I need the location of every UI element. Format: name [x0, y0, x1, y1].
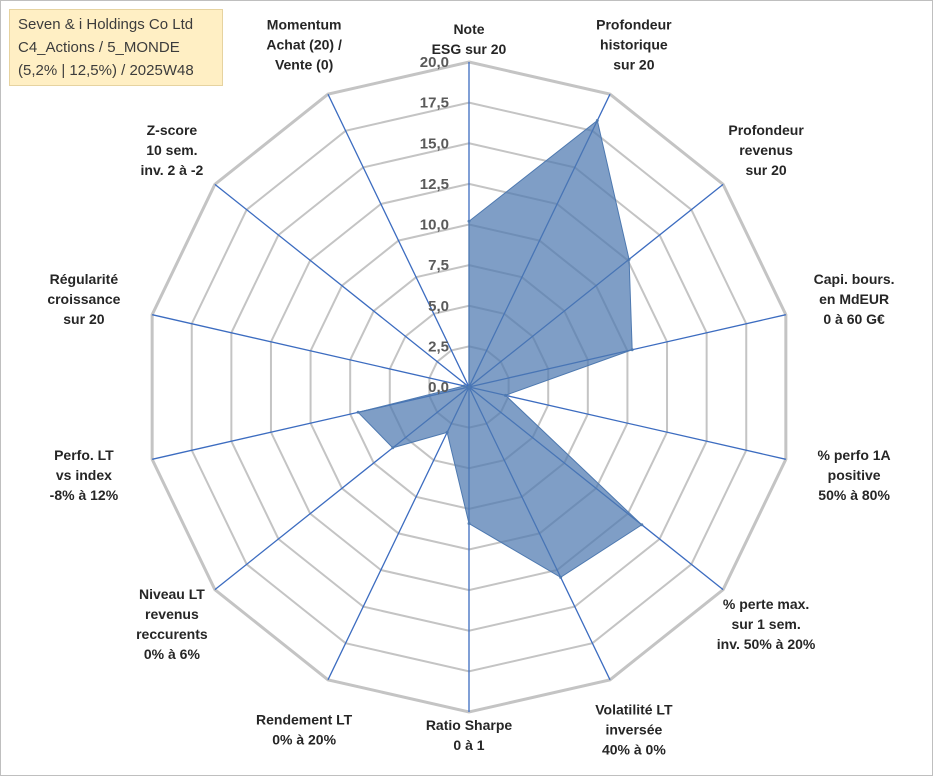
data-point [630, 348, 634, 352]
axis-label-line: 0 à 60 G€ [823, 311, 885, 327]
data-point [503, 393, 507, 397]
axis-spoke [327, 386, 470, 681]
axis-label-line: Capi. bours. [814, 271, 895, 287]
axis-label-line: Z-score [147, 122, 198, 138]
axis-label-line: Niveau LT [139, 586, 205, 602]
axis-label: Note ESG sur 20 [432, 21, 507, 57]
series-area [357, 119, 643, 578]
axis-label-line: sur 1 sem. [731, 616, 800, 632]
axis-label-line: Momentum [267, 17, 342, 33]
axis-label-line: 50% à 80% [818, 487, 890, 503]
axis-label-line: historique [600, 37, 668, 53]
tick-label: 0,0 [428, 379, 449, 396]
axis-label-line: revenus [739, 142, 793, 158]
axis-label: Rendement LT 0% à 20% [256, 711, 353, 747]
axis-label-line: inv. 50% à 20% [717, 636, 816, 652]
data-point [467, 522, 471, 525]
axis-label: % perte max. sur 1 sem. inv. 50% à 20% [717, 596, 816, 652]
data-point [467, 385, 471, 389]
info-box: Seven & i Holdings Co Ltd C4_Actions / 5… [9, 9, 223, 86]
axis-label: Profondeur revenus sur 20 [728, 122, 804, 178]
data-point [356, 410, 360, 414]
data-point [559, 575, 563, 579]
axis-label: Profondeur historique sur 20 [596, 17, 672, 73]
tick-label: 20,0 [420, 54, 449, 71]
axis-label-line: Profondeur [596, 17, 672, 33]
axis-label: Z-score 10 sem. inv. 2 à -2 [141, 122, 204, 178]
axis-label-line: 0 à 1 [453, 737, 484, 753]
axis-label-line: inversée [605, 721, 662, 737]
info-box-category: C4_Actions / 5_MONDE [18, 39, 180, 56]
tick-label: 17,5 [420, 95, 449, 112]
axis-label-line: Achat (20) / [266, 37, 342, 53]
axis-label-line: Profondeur [728, 122, 804, 138]
data-point [445, 430, 449, 434]
axis-label: Volatilité LT inversée 40% à 0% [595, 701, 673, 757]
axis-label: Régularité croissance sur 20 [47, 271, 120, 327]
axis-spoke [468, 386, 786, 460]
axis-label-line: Régularité [50, 271, 119, 287]
axis-label-line: revenus [145, 606, 199, 622]
axis-label: Capi. bours. en MdEUR 0 à 60 G€ [814, 271, 895, 327]
axis-label-line: ESG sur 20 [432, 41, 507, 57]
axis-label-line: Ratio Sharpe [426, 717, 513, 733]
radial-tick-labels: 0,0 2,5 5,0 7,5 10,0 12,5 15,0 17,5 20,0 [420, 54, 449, 396]
axis-labels: Note ESG sur 20 Profondeur historique sur 20… [47, 17, 894, 758]
axis-label: Niveau LT revenus reccurents 0% à 6% [136, 586, 208, 662]
tick-label: 12,5 [420, 176, 449, 193]
axis-label-line: 0% à 20% [272, 731, 336, 747]
axis-label-line: % perte max. [723, 596, 809, 612]
info-box-params: (5,2% | 12,5%) / 2025W48 [18, 62, 194, 79]
axis-label-line: Volatilité LT [595, 701, 673, 717]
axis-label-line: vs index [56, 467, 112, 483]
axis-label-line: inv. 2 à -2 [141, 162, 204, 178]
axis-label-line: % perfo 1A [818, 447, 891, 463]
axis-label-line: -8% à 12% [50, 487, 119, 503]
axis-label: Momentum Achat (20) / Vente (0) [266, 17, 342, 73]
data-point [391, 446, 395, 450]
axis-spoke [214, 183, 470, 388]
axis-label-line: Perfo. LT [54, 447, 114, 463]
axis-label-line: 0% à 6% [144, 646, 201, 662]
tick-label: 5,0 [428, 298, 449, 315]
axis-label-line: Vente (0) [275, 57, 333, 73]
axis-label: Perfo. LT vs index -8% à 12% [50, 447, 119, 503]
axis-spoke [152, 314, 470, 388]
axis-label-line: sur 20 [613, 57, 654, 73]
axis-spoke [327, 93, 470, 388]
axis-label-line: 40% à 0% [602, 741, 666, 757]
tick-label: 15,0 [420, 135, 449, 152]
axis-label-line: sur 20 [745, 162, 786, 178]
axis-label-line: Note [453, 21, 484, 37]
axis-label-line: reccurents [136, 626, 208, 642]
data-point [627, 257, 631, 261]
axis-label-line: positive [828, 467, 881, 483]
axis-label: % perfo 1A positive 50% à 80% [818, 447, 891, 503]
axis-label-line: croissance [47, 291, 120, 307]
data-point [467, 219, 471, 223]
axis-label-line: Rendement LT [256, 711, 353, 727]
data-point [462, 384, 466, 388]
axis-label-line: 10 sem. [146, 142, 197, 158]
data-point [640, 523, 644, 527]
axis-label-line: en MdEUR [819, 291, 889, 307]
tick-label: 10,0 [420, 217, 449, 234]
axis-label: Ratio Sharpe 0 à 1 [426, 717, 513, 753]
axis-label-line: sur 20 [63, 311, 104, 327]
tick-label: 7,5 [428, 257, 449, 274]
data-point [595, 119, 599, 123]
radar-series [356, 119, 644, 579]
info-box-company: Seven & i Holdings Co Ltd [18, 16, 194, 33]
tick-label: 2,5 [428, 338, 449, 355]
